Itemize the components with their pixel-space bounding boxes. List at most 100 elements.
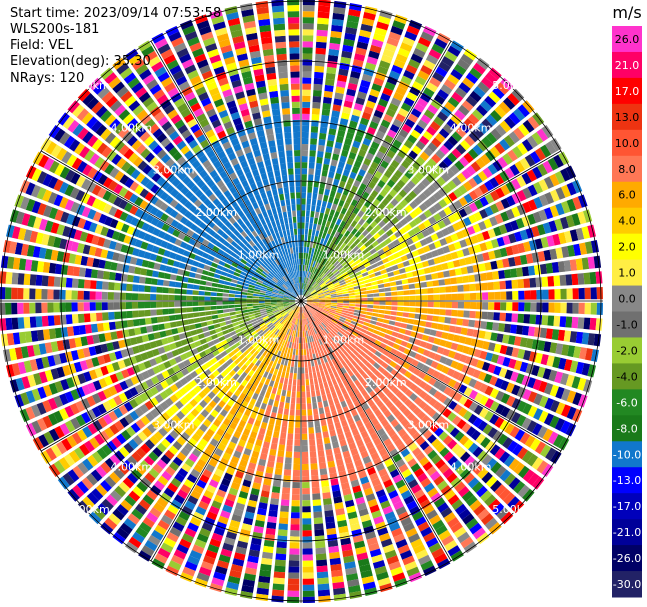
velocity-gate <box>228 351 235 358</box>
velocity-gate <box>162 423 173 433</box>
velocity-gate <box>87 454 99 467</box>
velocity-gate <box>104 476 117 488</box>
velocity-gate <box>381 395 390 404</box>
velocity-gate <box>276 323 282 329</box>
velocity-gate <box>253 291 260 295</box>
velocity-gate <box>355 174 364 183</box>
velocity-gate <box>489 216 498 227</box>
velocity-gate <box>102 322 110 331</box>
velocity-gate <box>539 327 548 339</box>
velocity-gate <box>347 82 358 91</box>
velocity-gate <box>337 519 348 528</box>
velocity-gate <box>65 302 72 312</box>
velocity-gate <box>467 113 480 125</box>
velocity-gate <box>453 241 462 250</box>
velocity-gate <box>232 373 240 381</box>
velocity-gate <box>287 384 292 391</box>
velocity-gate <box>221 395 230 404</box>
velocity-gate <box>107 302 114 310</box>
velocity-gate <box>36 402 47 415</box>
velocity-gate <box>301 409 307 416</box>
velocity-gate <box>366 290 373 294</box>
velocity-gate <box>367 304 374 309</box>
velocity-gate <box>372 198 381 207</box>
velocity-gate <box>538 395 549 408</box>
velocity-gate <box>368 412 376 421</box>
velocity-gate <box>261 551 273 560</box>
velocity-gate <box>230 251 238 258</box>
velocity-gate <box>449 427 460 438</box>
velocity-gate <box>175 222 184 231</box>
velocity-gate <box>443 206 453 216</box>
velocity-gate <box>350 114 360 123</box>
velocity-gate <box>380 119 391 129</box>
velocity-gate <box>251 320 258 326</box>
velocity-gate <box>329 257 335 264</box>
velocity-gate <box>427 301 434 308</box>
velocity-gate <box>456 344 465 353</box>
velocity-gate <box>442 468 454 479</box>
velocity-gate <box>530 290 537 300</box>
velocity-gate <box>303 271 306 278</box>
velocity-gate <box>347 177 355 185</box>
velocity-gate <box>56 340 65 351</box>
velocity-gate <box>584 348 593 361</box>
velocity-gate <box>305 312 309 318</box>
velocity-gate <box>190 223 198 232</box>
velocity-gate <box>153 502 165 513</box>
velocity-gate <box>200 495 212 505</box>
velocity-gate <box>315 230 320 237</box>
velocity-gate <box>533 393 543 406</box>
velocity-gate <box>260 421 268 430</box>
velocity-gate <box>550 400 560 413</box>
velocity-gate <box>450 277 458 285</box>
velocity-gate <box>17 361 27 375</box>
velocity-gate <box>255 314 262 318</box>
velocity-gate <box>302 270 304 277</box>
velocity-gate <box>336 247 343 254</box>
velocity-gate <box>456 276 464 284</box>
velocity-gate <box>448 389 458 399</box>
velocity-gate <box>428 387 438 396</box>
velocity-gate <box>271 589 285 597</box>
velocity-gate <box>511 347 520 358</box>
velocity-gate <box>472 463 484 475</box>
velocity-gate <box>345 265 352 272</box>
velocity-gate <box>302 283 304 290</box>
velocity-gate <box>219 321 227 327</box>
velocity-gate <box>283 320 288 327</box>
velocity-gate <box>279 377 285 384</box>
velocity-gate <box>389 360 397 368</box>
velocity-gate <box>164 449 175 460</box>
velocity-gate <box>218 279 225 285</box>
velocity-gate <box>345 26 358 35</box>
velocity-gate <box>44 369 54 382</box>
velocity-gate <box>325 78 335 86</box>
velocity-gate <box>307 324 311 331</box>
velocity-gate <box>249 543 261 552</box>
velocity-gate <box>317 11 330 19</box>
velocity-gate <box>283 304 290 307</box>
velocity-gate <box>452 334 461 343</box>
velocity-gate <box>328 466 337 474</box>
velocity-gate <box>233 381 241 389</box>
velocity-gate <box>186 307 193 313</box>
velocity-gate <box>173 494 185 505</box>
velocity-gate <box>203 489 214 500</box>
velocity-gate <box>441 227 450 237</box>
velocity-gate <box>279 325 285 332</box>
velocity-gate <box>230 344 238 351</box>
velocity-gate <box>249 431 258 439</box>
velocity-gate <box>169 461 180 472</box>
velocity-gate <box>66 154 78 167</box>
velocity-gate <box>389 281 397 287</box>
velocity-gate <box>207 340 215 348</box>
velocity-gate <box>317 236 322 244</box>
velocity-gate <box>261 314 268 318</box>
velocity-gate <box>513 481 526 494</box>
velocity-gate <box>214 404 223 413</box>
velocity-gate <box>183 479 195 489</box>
velocity-gate <box>511 206 521 218</box>
velocity-gate <box>124 413 135 425</box>
velocity-gate <box>404 194 413 204</box>
